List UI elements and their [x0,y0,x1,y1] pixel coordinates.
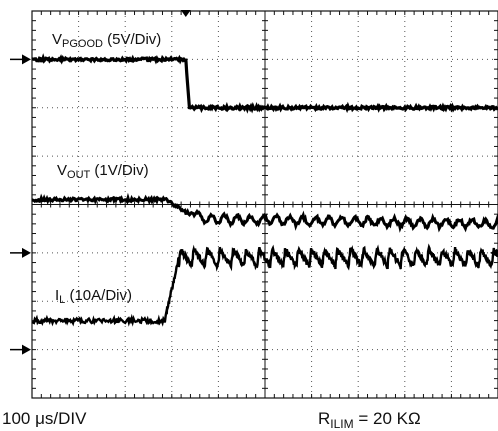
resistor-label: RILIM = 20 KΩ [318,409,421,431]
timebase-label: 100 μs/DIV [2,409,87,428]
channel-marker-arrow [22,248,31,258]
vpgood-label: VPGOOD (5V/Div) [52,31,161,50]
vout-label: VOUT (1V/Div) [57,162,149,181]
channel-marker-arrow [22,345,31,355]
scope-grid [32,11,498,398]
trigger-marker [181,10,191,17]
channel-marker-arrow [22,54,31,64]
il-label: IL (10A/Div) [55,287,132,306]
